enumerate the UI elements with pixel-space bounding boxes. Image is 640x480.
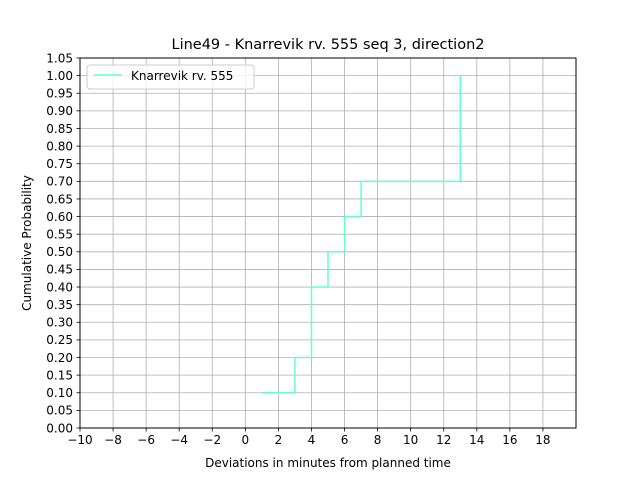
y-tick-label: 0.15 [46,368,73,382]
x-tick-label: 0 [242,433,250,447]
x-tick-label: 14 [469,433,484,447]
x-tick-label: 16 [502,433,517,447]
series-layer [261,75,462,394]
y-tick-label: 0.80 [46,139,73,153]
x-tick-label: 8 [374,433,382,447]
x-tick-label: −6 [137,433,155,447]
y-tick-label: 0.70 [46,175,73,189]
y-axis-label: Cumulative Probability [20,175,34,311]
x-tick-label: −8 [104,433,122,447]
series-step-line [261,75,462,394]
x-tick-label: −2 [203,433,221,447]
x-axis-ticks: −10 −8 −6 −4 −2 0 2 4 6 8 10 12 14 16 18 [67,428,551,447]
legend-box [86,64,255,90]
x-tick-label: 4 [308,433,316,447]
y-tick-label: 1.05 [46,51,73,65]
grid-lines [79,57,576,429]
y-tick-label: 0.75 [46,157,73,171]
x-tick-label: 2 [275,433,283,447]
x-tick-label: −4 [170,433,188,447]
legend-label: Knarrevik rv. 555 [131,69,233,83]
y-tick-label: 0.35 [46,298,73,312]
x-tick-label: −10 [67,433,92,447]
y-tick-label: 0.85 [46,122,73,136]
y-tick-label: 0.90 [46,104,73,118]
x-axis-label: Deviations in minutes from planned time [205,456,451,470]
y-tick-label: 0.55 [46,227,73,241]
x-tick-label: 18 [535,433,550,447]
y-tick-label: 0.65 [46,192,73,206]
y-tick-label: 0.40 [46,280,73,294]
chart-title: Line49 - Knarrevik rv. 555 seq 3, direct… [171,37,484,53]
x-tick-label: 10 [403,433,418,447]
x-tick-label: 12 [436,433,451,447]
y-tick-label: 1.00 [46,69,73,83]
y-axis-ticks: 0.00 0.05 0.10 0.15 0.20 0.25 0.30 0.35 0.40 0.45… [46,51,80,435]
y-tick-label: 0.95 [46,87,73,101]
y-tick-label: 0.20 [46,351,73,365]
y-tick-label: 0.10 [46,386,73,400]
y-tick-label: 0.45 [46,263,73,277]
x-tick-label: 6 [341,433,349,447]
y-tick-label: 0.00 [46,421,73,435]
legend: Knarrevik rv. 555 [86,64,255,90]
y-tick-label: 0.50 [46,245,73,259]
y-tick-label: 0.30 [46,316,73,330]
y-tick-label: 0.60 [46,210,73,224]
plot-frame [79,57,577,429]
y-tick-label: 0.25 [46,333,73,347]
y-tick-label: 0.05 [46,404,73,418]
